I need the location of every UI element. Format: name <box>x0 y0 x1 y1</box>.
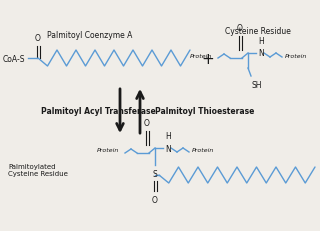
Text: O: O <box>35 34 41 43</box>
Text: Palmitoylated
Cysteine Residue: Palmitoylated Cysteine Residue <box>8 163 68 176</box>
Text: N: N <box>258 49 264 58</box>
Text: N: N <box>165 144 171 153</box>
Text: Protein: Protein <box>285 53 308 58</box>
Text: O: O <box>152 195 158 204</box>
Text: Palmitoyl Thioesterase: Palmitoyl Thioesterase <box>155 107 255 116</box>
Text: O: O <box>144 119 150 128</box>
Text: S: S <box>153 169 157 178</box>
Text: H: H <box>258 37 264 46</box>
Text: SH: SH <box>251 81 261 90</box>
Text: +: + <box>202 51 214 66</box>
Text: Protein: Protein <box>97 148 119 153</box>
Text: Cysteine Residue: Cysteine Residue <box>225 27 291 36</box>
Text: Protein: Protein <box>192 148 214 153</box>
Text: Palmitoyl Acyl Transferase: Palmitoyl Acyl Transferase <box>41 107 156 116</box>
Text: Palmitoyl Coenzyme A: Palmitoyl Coenzyme A <box>47 31 133 40</box>
Text: O: O <box>237 24 243 33</box>
Text: H: H <box>165 131 171 140</box>
Text: CoA-S: CoA-S <box>3 54 26 63</box>
Text: Protein: Protein <box>190 53 212 58</box>
